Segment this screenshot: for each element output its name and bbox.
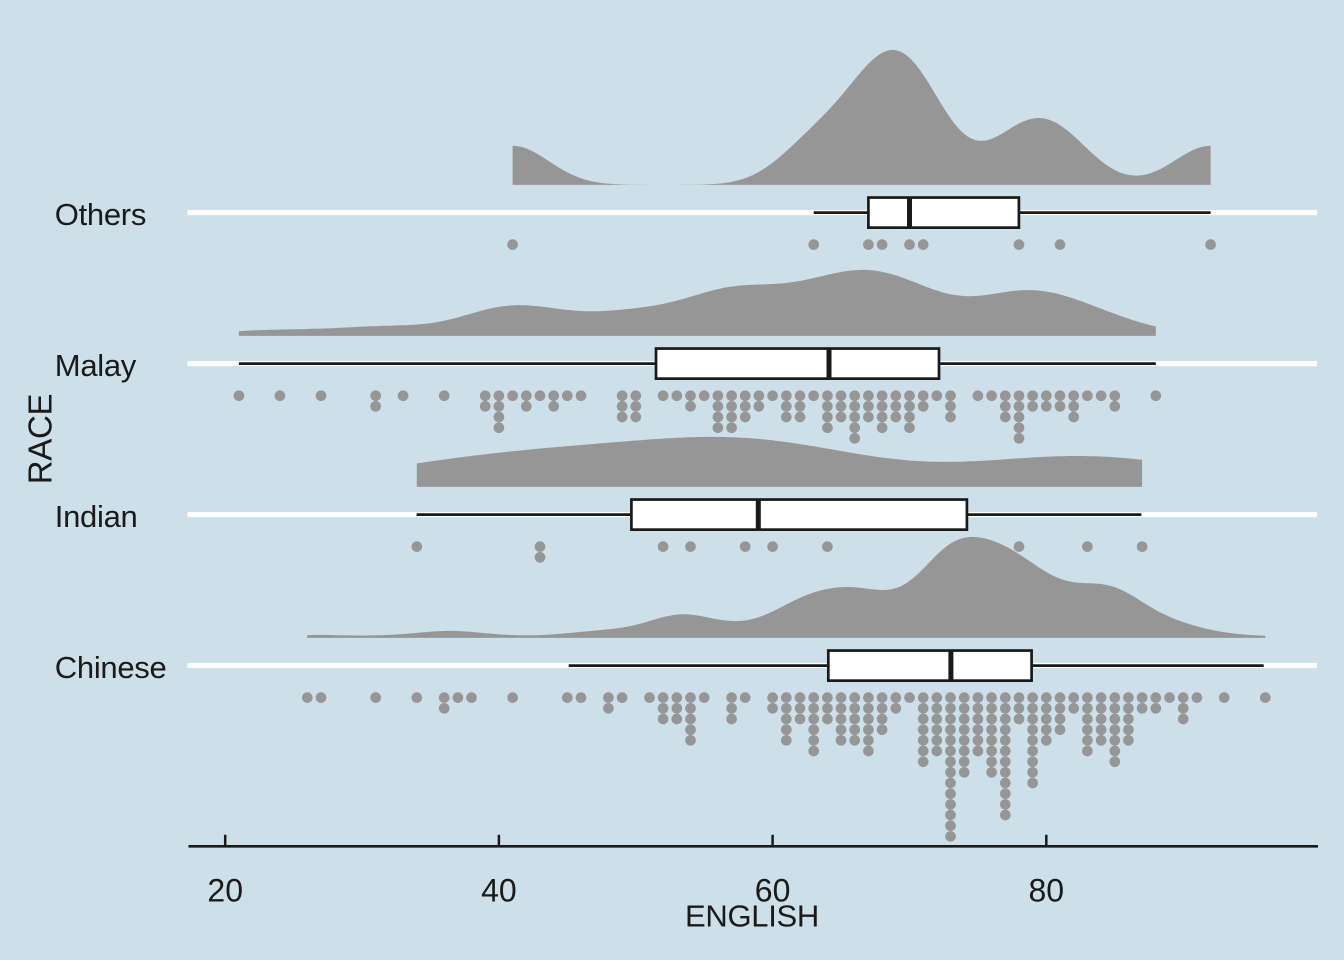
svg-text:RACE: RACE [22,394,59,485]
svg-text:20: 20 [207,873,243,909]
svg-text:Malay: Malay [55,348,137,383]
svg-text:40: 40 [481,873,517,909]
svg-text:60: 60 [755,873,791,909]
svg-text:Others: Others [55,197,146,232]
svg-text:ENGLISH: ENGLISH [685,899,819,934]
svg-text:Indian: Indian [55,499,138,534]
svg-text:Chinese: Chinese [55,650,167,685]
svg-text:80: 80 [1029,873,1065,909]
